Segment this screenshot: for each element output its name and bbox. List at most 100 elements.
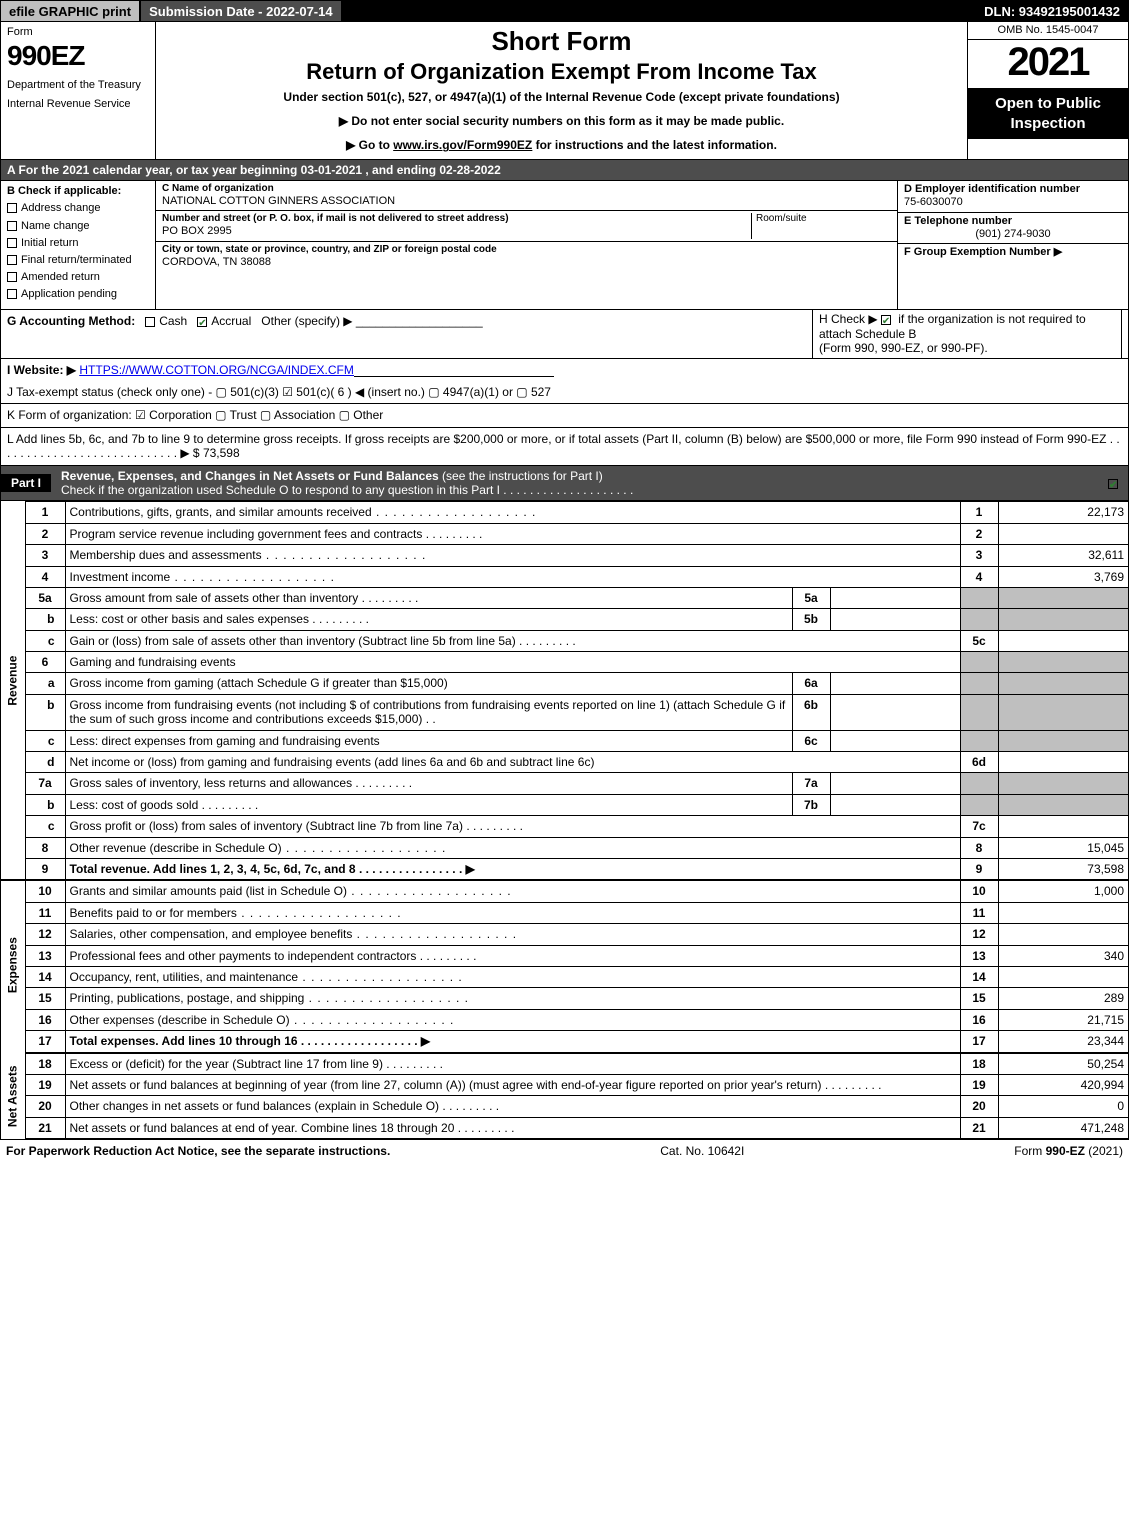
ck-accrual[interactable] xyxy=(197,317,207,327)
ln-21: 21 xyxy=(25,1117,65,1138)
e-phone-label: E Telephone number xyxy=(904,215,1012,227)
shade-amt-5a xyxy=(998,587,1128,608)
ln-4: 4 xyxy=(25,566,65,587)
ln-2: 2 xyxy=(25,523,65,544)
desc-4: Investment income xyxy=(70,570,171,584)
col-b: B Check if applicable: Address change Na… xyxy=(1,181,156,309)
desc-13: Professional fees and other payments to … xyxy=(70,949,417,963)
city-value: CORDOVA, TN 38088 xyxy=(162,256,891,269)
form-word: Form xyxy=(7,26,149,39)
amt-1: 22,173 xyxy=(998,502,1128,523)
c-name-label: C Name of organization xyxy=(162,183,891,195)
i-website-label: I Website: ▶ xyxy=(7,363,76,377)
title-short-form: Short Form xyxy=(166,26,957,57)
side-expenses: Expenses xyxy=(1,880,25,1052)
street-label: Number and street (or P. O. box, if mail… xyxy=(162,213,751,225)
subamt-5b xyxy=(830,609,960,630)
shade-amt-6 xyxy=(998,652,1128,673)
subnbox-7a: 7a xyxy=(792,773,830,794)
desc-16: Other expenses (describe in Schedule O) xyxy=(70,1013,290,1027)
amt-13: 340 xyxy=(998,945,1128,966)
desc-10: Grants and similar amounts paid (list in… xyxy=(70,884,347,898)
amt-10: 1,000 xyxy=(998,880,1128,902)
opt-initial-return: Initial return xyxy=(21,237,78,249)
efile-print-button[interactable]: efile GRAPHIC print xyxy=(1,1,141,21)
desc-1: Contributions, gifts, grants, and simila… xyxy=(70,505,372,519)
irs-link-text: www.irs.gov/Form990EZ xyxy=(393,138,532,152)
ln-10: 10 xyxy=(25,880,65,902)
ln-5b: b xyxy=(25,609,65,630)
g-other: Other (specify) ▶ xyxy=(261,314,352,328)
public-inspection-badge: Open to Public Inspection xyxy=(968,88,1128,139)
ln-1: 1 xyxy=(25,502,65,523)
subamt-6a xyxy=(830,673,960,694)
ln-6a: a xyxy=(25,673,65,694)
desc-2: Program service revenue including govern… xyxy=(70,527,423,541)
room-suite-label: Room/suite xyxy=(751,213,891,238)
nbox-18: 18 xyxy=(960,1053,998,1075)
desc-5a: Gross amount from sale of assets other t… xyxy=(70,591,359,605)
shade-5b xyxy=(960,609,998,630)
ck-address-change[interactable] xyxy=(7,203,17,213)
shade-7b xyxy=(960,794,998,815)
g-label: G Accounting Method: xyxy=(7,314,135,328)
amt-21: 471,248 xyxy=(998,1117,1128,1138)
part-i-title: Revenue, Expenses, and Changes in Net As… xyxy=(61,469,633,498)
ln-17: 17 xyxy=(25,1031,65,1053)
irs-link[interactable]: www.irs.gov/Form990EZ xyxy=(393,138,532,152)
desc-6c: Less: direct expenses from gaming and fu… xyxy=(70,734,380,748)
side-net-assets: Net Assets xyxy=(1,1053,25,1139)
footer-cat: Cat. No. 10642I xyxy=(660,1144,744,1158)
ck-final-return[interactable] xyxy=(7,255,17,265)
footer-right: Form 990-EZ (2021) xyxy=(1014,1144,1123,1158)
desc-8: Other revenue (describe in Schedule O) xyxy=(70,841,282,855)
nbox-11: 11 xyxy=(960,902,998,923)
ck-part-i-schedule-o[interactable] xyxy=(1108,479,1118,489)
opt-application-pending: Application pending xyxy=(21,288,117,300)
subnbox-6b: 6b xyxy=(792,694,830,730)
ln-12: 12 xyxy=(25,924,65,945)
ck-initial-return[interactable] xyxy=(7,238,17,248)
side-revenue: Revenue xyxy=(1,502,25,859)
opt-address-change: Address change xyxy=(21,202,101,214)
amt-20: 0 xyxy=(998,1096,1128,1117)
tax-year: 2021 xyxy=(968,40,1128,88)
desc-7a: Gross sales of inventory, less returns a… xyxy=(70,776,353,790)
desc-19: Net assets or fund balances at beginning… xyxy=(70,1078,822,1092)
top-bar: efile GRAPHIC print Submission Date - 20… xyxy=(0,0,1129,22)
ck-application-pending[interactable] xyxy=(7,289,17,299)
nbox-12: 12 xyxy=(960,924,998,945)
subamt-6b xyxy=(830,694,960,730)
nbox-20: 20 xyxy=(960,1096,998,1117)
instr-ssn: ▶ Do not enter social security numbers o… xyxy=(166,114,957,128)
col-c: C Name of organization NATIONAL COTTON G… xyxy=(156,181,898,309)
ck-amended-return[interactable] xyxy=(7,272,17,282)
desc-5c: Gain or (loss) from sale of assets other… xyxy=(70,634,516,648)
footer-left: For Paperwork Reduction Act Notice, see … xyxy=(6,1144,390,1158)
ln-14: 14 xyxy=(25,966,65,987)
ck-name-change[interactable] xyxy=(7,221,17,231)
row-a-tax-year: A For the 2021 calendar year, or tax yea… xyxy=(1,160,1128,181)
opt-name-change: Name change xyxy=(21,220,90,232)
amt-17: 23,344 xyxy=(998,1031,1128,1053)
desc-11: Benefits paid to or for members xyxy=(70,906,237,920)
ck-h[interactable] xyxy=(881,315,891,325)
ln-3: 3 xyxy=(25,545,65,566)
website-link[interactable]: HTTPS://WWW.COTTON.ORG/NCGA/INDEX.CFM xyxy=(79,363,353,377)
ck-cash[interactable] xyxy=(145,317,155,327)
nbox-4: 4 xyxy=(960,566,998,587)
subnbox-6a: 6a xyxy=(792,673,830,694)
ln-15: 15 xyxy=(25,988,65,1009)
desc-5b: Less: cost or other basis and sales expe… xyxy=(70,612,309,626)
amt-19: 420,994 xyxy=(998,1074,1128,1095)
form-container: Form 990EZ Department of the Treasury In… xyxy=(0,22,1129,1140)
ln-7b: b xyxy=(25,794,65,815)
nbox-5c: 5c xyxy=(960,630,998,651)
goto-pre: ▶ Go to xyxy=(346,138,393,152)
desc-17: Total expenses. Add lines 10 through 16 … xyxy=(70,1034,431,1048)
desc-18: Excess or (deficit) for the year (Subtra… xyxy=(70,1057,383,1071)
shade-amt-7a xyxy=(998,773,1128,794)
nbox-3: 3 xyxy=(960,545,998,566)
dept-line-1: Department of the Treasury xyxy=(7,79,149,92)
subamt-6c xyxy=(830,730,960,751)
